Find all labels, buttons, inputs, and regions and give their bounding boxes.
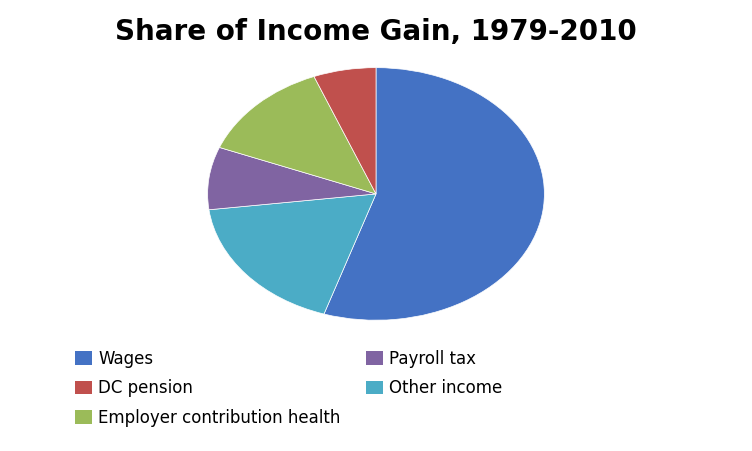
- Wedge shape: [209, 194, 376, 314]
- Wedge shape: [324, 68, 544, 320]
- Wedge shape: [220, 77, 376, 194]
- Legend: Wages, DC pension, Employer contribution health, Payroll tax, Other income: Wages, DC pension, Employer contribution…: [68, 343, 509, 434]
- Wedge shape: [314, 68, 376, 194]
- Text: Share of Income Gain, 1979-2010: Share of Income Gain, 1979-2010: [115, 18, 637, 46]
- Wedge shape: [208, 147, 376, 210]
